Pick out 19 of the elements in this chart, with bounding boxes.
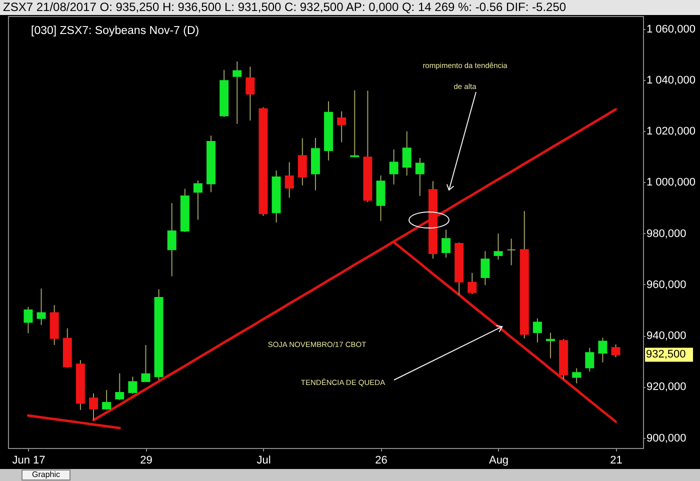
text: 932,500 xyxy=(646,348,686,361)
y-tick-label: 920,000 xyxy=(646,381,686,394)
chart-title: ZSX7 21/08/2017 O: 935,250 H: 936,500 L: 931,500 C: 932,500 AP: 0,000 Q: 14 269 %: -0.56 DIF: -5.250 xyxy=(3,0,566,14)
y-tick-label: 1 060,000 xyxy=(646,23,696,36)
x-tick-label: Aug xyxy=(488,454,509,466)
x-tick-label: 26 xyxy=(375,454,388,466)
y-tick-label: 960,000 xyxy=(646,278,686,291)
x-tick-label: Jul xyxy=(256,454,271,466)
y-tick-label: 1 040,000 xyxy=(646,74,696,86)
y-tick-label: 1 020,000 xyxy=(646,126,696,138)
y-tick-label: 1 000,000 xyxy=(646,176,696,189)
x-tick-label: Jun 17 xyxy=(12,454,46,466)
text: [030] ZSX7: Soybeans Nov-7 (D) xyxy=(31,25,200,37)
y-tick-label: 980,000 xyxy=(646,228,686,240)
y-tick-label: 940,000 xyxy=(646,330,686,342)
x-tick-label: 29 xyxy=(140,454,152,466)
text: Graphic xyxy=(32,470,60,479)
y-tick-label: 900,000 xyxy=(646,432,686,444)
x-tick-label: 21 xyxy=(610,454,622,466)
